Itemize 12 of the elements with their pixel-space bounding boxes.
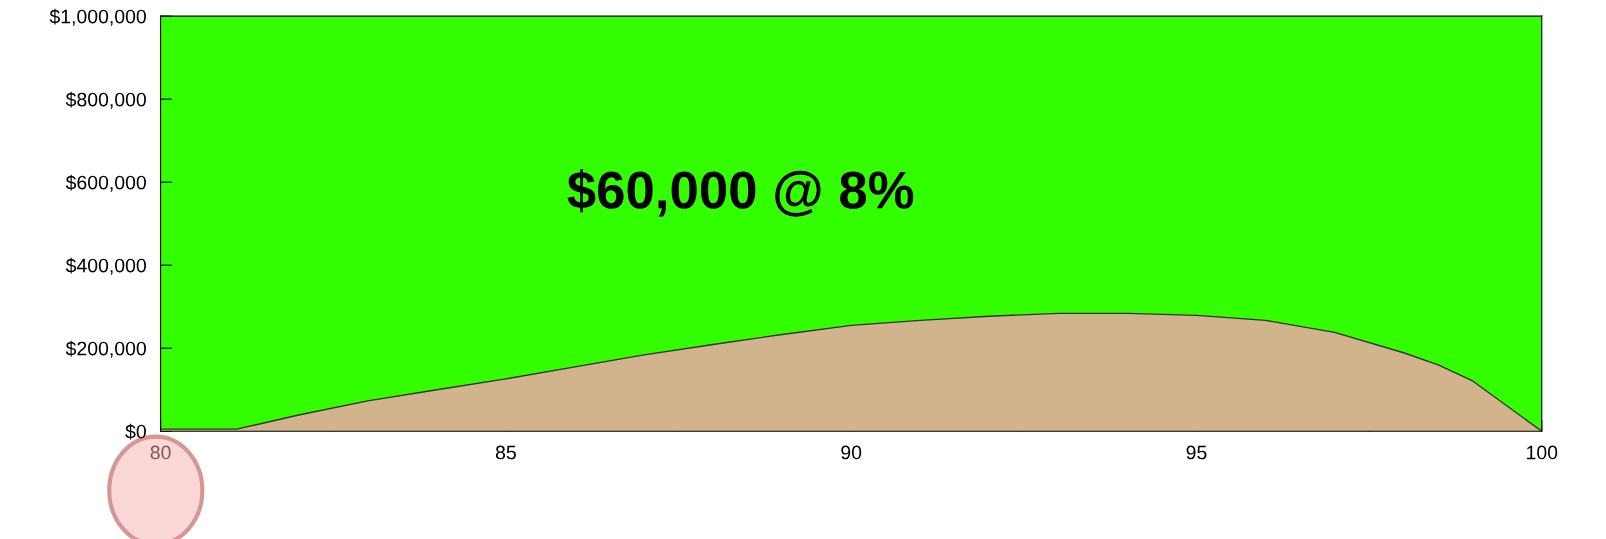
x-tick-label: 85 (495, 445, 516, 460)
y-tick-label: $200,000 (65, 340, 146, 358)
x-tick-label: 90 (841, 445, 862, 460)
x-tick-label: 100 (1527, 445, 1558, 460)
y-tick-label: $600,000 (65, 174, 146, 192)
annotation: $60,000 @ 8% (567, 169, 914, 217)
y-tick-label: $400,000 (65, 257, 146, 275)
y-tick-label: $1,000,000 (49, 8, 146, 26)
y-tick-label: $0 (125, 423, 146, 440)
y-tick-label: $800,000 (65, 91, 146, 109)
x-tick-label: 80 (150, 445, 171, 460)
x-tick-label: 95 (1186, 445, 1207, 460)
